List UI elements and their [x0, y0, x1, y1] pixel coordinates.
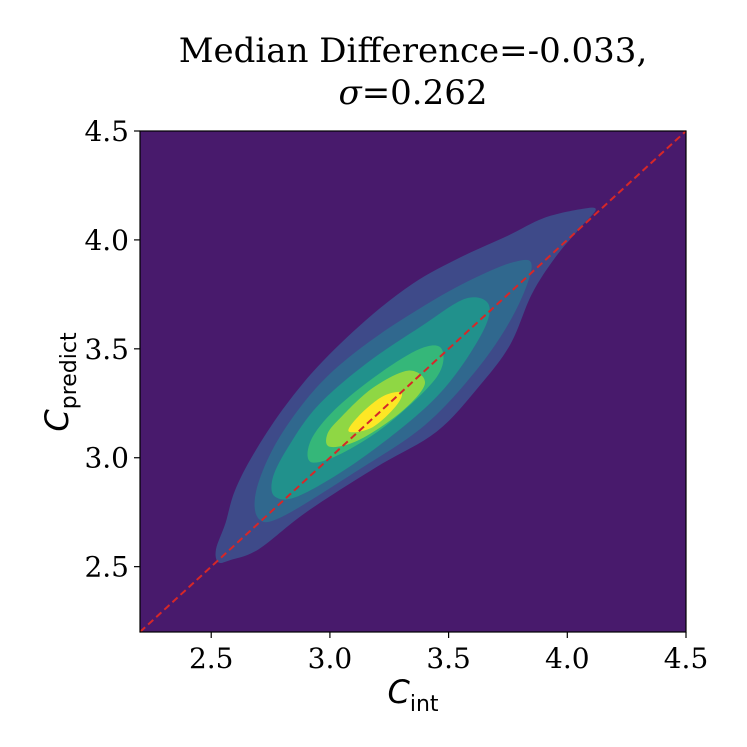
x-tick-label: 3.5 [426, 642, 471, 675]
y-tick-label: 3.0 [84, 442, 129, 475]
chart-title-line2: σ=0.262 [338, 73, 487, 113]
sigma-symbol: σ [338, 73, 362, 113]
plot-frame [139, 130, 687, 633]
chart-title-line1: Median Difference=-0.033, [179, 31, 648, 71]
y-axis-label: Cpredict [38, 332, 82, 432]
y-axis-ticks: 2.5 3.0 3.5 4.0 4.5 [84, 115, 140, 584]
reference-line-group [139, 130, 687, 633]
y-tick-label: 3.5 [84, 333, 129, 366]
y-tick-label: 4.5 [84, 115, 129, 148]
x-axis-ticks: 2.5 3.0 3.5 4.0 4.5 [189, 632, 708, 675]
reference-line [139, 130, 687, 633]
x-tick-label: 4.5 [664, 642, 709, 675]
y-tick-label: 4.0 [84, 224, 129, 257]
y-tick-label: 2.5 [84, 551, 129, 584]
contour-level-6 [348, 391, 403, 433]
sigma-value: =0.262 [362, 73, 488, 113]
x-axis-label: Cint [387, 673, 438, 717]
x-tick-label: 4.0 [545, 642, 590, 675]
x-tick-label: 3.0 [308, 642, 353, 675]
x-tick-label: 2.5 [189, 642, 234, 675]
